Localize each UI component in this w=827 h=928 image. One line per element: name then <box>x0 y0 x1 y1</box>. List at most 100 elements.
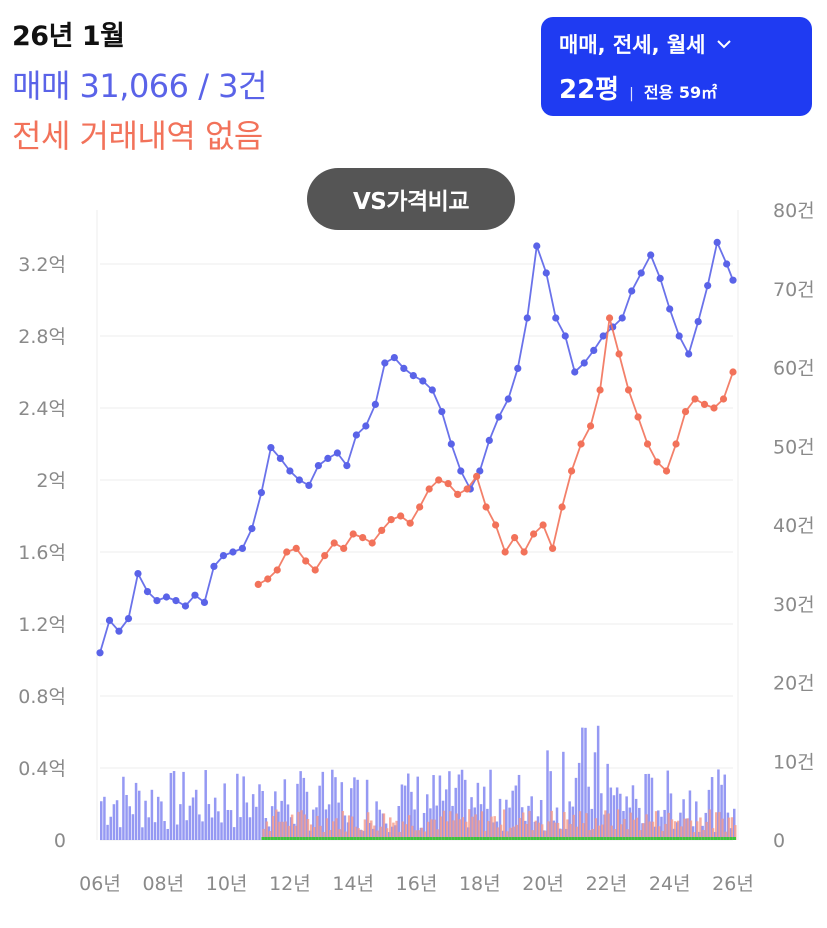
volume-bar-jeonse <box>642 823 645 840</box>
volume-bar-jeonse <box>509 827 512 840</box>
volume-bar-sale <box>334 777 337 840</box>
vs-price-compare-button[interactable]: VS가격비교 <box>307 168 515 230</box>
volume-bar-other <box>619 837 623 840</box>
volume-bar-jeonse <box>521 812 525 840</box>
volume-bar-jeonse <box>474 814 477 840</box>
volume-bar-jeonse <box>322 831 326 840</box>
volume-bar-sale <box>365 779 369 840</box>
volume-bar-sale <box>407 773 410 840</box>
volume-bar-jeonse <box>727 817 731 840</box>
volume-bar-other <box>305 837 309 840</box>
volume-bar-sale <box>343 815 347 840</box>
data-point-sale <box>257 489 266 497</box>
volume-bar-jeonse <box>408 815 411 840</box>
volume-bar-sale <box>568 801 571 840</box>
volume-bar-other <box>501 837 505 840</box>
volume-bar-jeonse <box>696 821 699 840</box>
x-tick-label: 08년 <box>142 873 184 895</box>
volume-bar-sale <box>511 790 514 840</box>
volume-bar-other <box>302 837 306 840</box>
volume-bar-other <box>346 837 350 840</box>
data-point-sale <box>647 251 655 259</box>
volume-bar-jeonse <box>711 828 715 840</box>
y-right-tick-label: 0 <box>773 830 785 852</box>
volume-bar-jeonse <box>379 826 383 840</box>
volume-bar-sale <box>147 817 150 840</box>
data-point-sale <box>324 454 332 462</box>
volume-bar-jeonse <box>373 825 376 840</box>
volume-bar-jeonse <box>597 825 601 840</box>
data-point-sale <box>533 242 541 250</box>
volume-bar-other <box>489 837 493 840</box>
volume-bar-sale <box>131 814 135 840</box>
data-point-jeonse <box>624 386 633 394</box>
volume-bar-jeonse <box>490 816 493 840</box>
volume-bar-other <box>470 837 474 840</box>
volume-bar-other <box>729 837 733 840</box>
data-point-sale <box>504 395 512 403</box>
data-point-sale <box>514 364 522 372</box>
volume-bar-jeonse <box>319 825 322 840</box>
volume-bar-other <box>508 837 512 840</box>
volume-bar-sale <box>125 794 128 840</box>
volume-bar-jeonse <box>689 820 693 840</box>
volume-bar-sale <box>647 773 651 840</box>
volume-bar-jeonse <box>632 819 636 840</box>
volume-bar-other <box>558 837 562 840</box>
volume-bar-other <box>495 837 499 840</box>
volume-bar-other <box>723 837 727 840</box>
volume-bar-other <box>657 837 661 840</box>
volume-bar-sale <box>498 798 502 840</box>
volume-bar-jeonse <box>395 820 398 840</box>
volume-bar-sale <box>258 784 261 840</box>
volume-bar-sale <box>179 804 182 840</box>
volume-bar-other <box>653 837 657 840</box>
volume-bar-other <box>549 837 553 840</box>
volume-bar-sale <box>160 801 163 840</box>
data-point-jeonse <box>662 467 671 475</box>
data-point-sale <box>495 413 503 421</box>
volume-bar-other <box>628 837 632 840</box>
volume-bar-jeonse <box>686 818 690 840</box>
data-point-sale <box>457 467 465 475</box>
data-point-jeonse <box>330 539 338 547</box>
data-point-jeonse <box>463 485 471 493</box>
volume-bar-jeonse <box>502 809 506 840</box>
data-point-sale <box>713 238 721 246</box>
volume-bar-sale <box>223 783 226 840</box>
volume-bar-jeonse <box>566 819 569 840</box>
data-point-jeonse <box>681 408 690 416</box>
data-point-jeonse <box>473 472 481 480</box>
volume-bar-sale <box>581 727 584 840</box>
volume-bar-other <box>650 837 654 840</box>
volume-bar-sale <box>226 809 230 840</box>
volume-bar-sale <box>128 806 131 840</box>
volume-bar-jeonse <box>423 831 427 840</box>
volume-bar-other <box>340 837 344 840</box>
volume-bar-sale <box>460 769 464 840</box>
volume-bar-other <box>615 837 619 840</box>
volume-bar-jeonse <box>553 822 557 840</box>
volume-bar-sale <box>679 812 682 840</box>
volume-bar-jeonse <box>718 812 721 840</box>
volume-bar-jeonse <box>271 816 275 840</box>
volume-bar-jeonse <box>357 828 360 840</box>
data-point-sale <box>172 597 180 605</box>
volume-bar-other <box>527 837 531 840</box>
y-right-tick-label: 20건 <box>773 673 815 695</box>
volume-bar-jeonse <box>303 814 307 840</box>
volume-bar-jeonse <box>290 814 294 840</box>
volume-bar-sale <box>650 777 654 840</box>
deal-type-filter-dropdown[interactable]: 매매, 전세, 월세 22평 | 전용 59㎡ <box>541 17 812 116</box>
volume-bar-jeonse <box>458 819 462 840</box>
volume-bar-sale <box>141 827 144 840</box>
data-point-jeonse <box>444 480 452 488</box>
volume-bar-other <box>460 837 464 840</box>
volume-bar-jeonse <box>664 823 667 840</box>
volume-bar-sale <box>688 790 692 840</box>
volume-bar-jeonse <box>572 814 576 840</box>
volume-bar-sale <box>353 777 356 840</box>
volume-bar-other <box>733 837 736 840</box>
volume-bar-jeonse <box>376 830 379 840</box>
volume-bar-other <box>536 837 540 840</box>
